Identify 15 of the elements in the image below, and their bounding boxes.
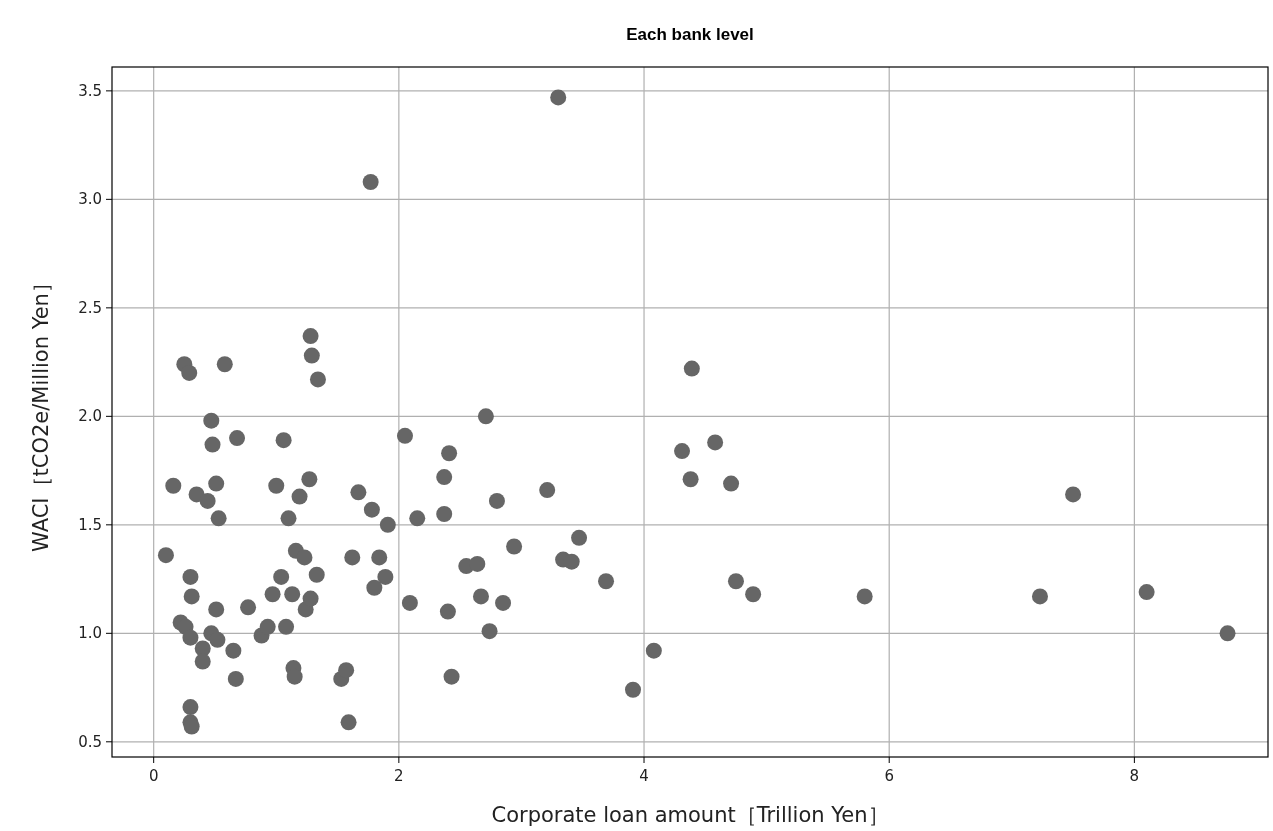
y-tick-label: 0.5 [78,732,102,751]
y-axis-title: WACI［tCO2e/Million Yen］ [29,272,53,552]
y-tick-label: 3.5 [78,81,102,100]
y-tick-label: 1.5 [78,515,102,534]
y-tick-label: 2.0 [78,407,102,426]
y-tick-label: 2.5 [78,298,102,317]
x-tick-label: 0 [148,767,159,785]
x-tick-label: 2 [394,767,404,785]
x-tick-label: 4 [639,767,649,785]
x-axis-title: Corporate loan amount［Trillion Yen］ [491,803,889,827]
y-tick-label: 1.0 [78,624,102,643]
y-tick-label: 3.0 [78,190,102,209]
x-tick-label: 8 [1129,767,1140,785]
chart-title: Each bank level [626,25,754,44]
x-tick-label: 6 [884,767,894,785]
